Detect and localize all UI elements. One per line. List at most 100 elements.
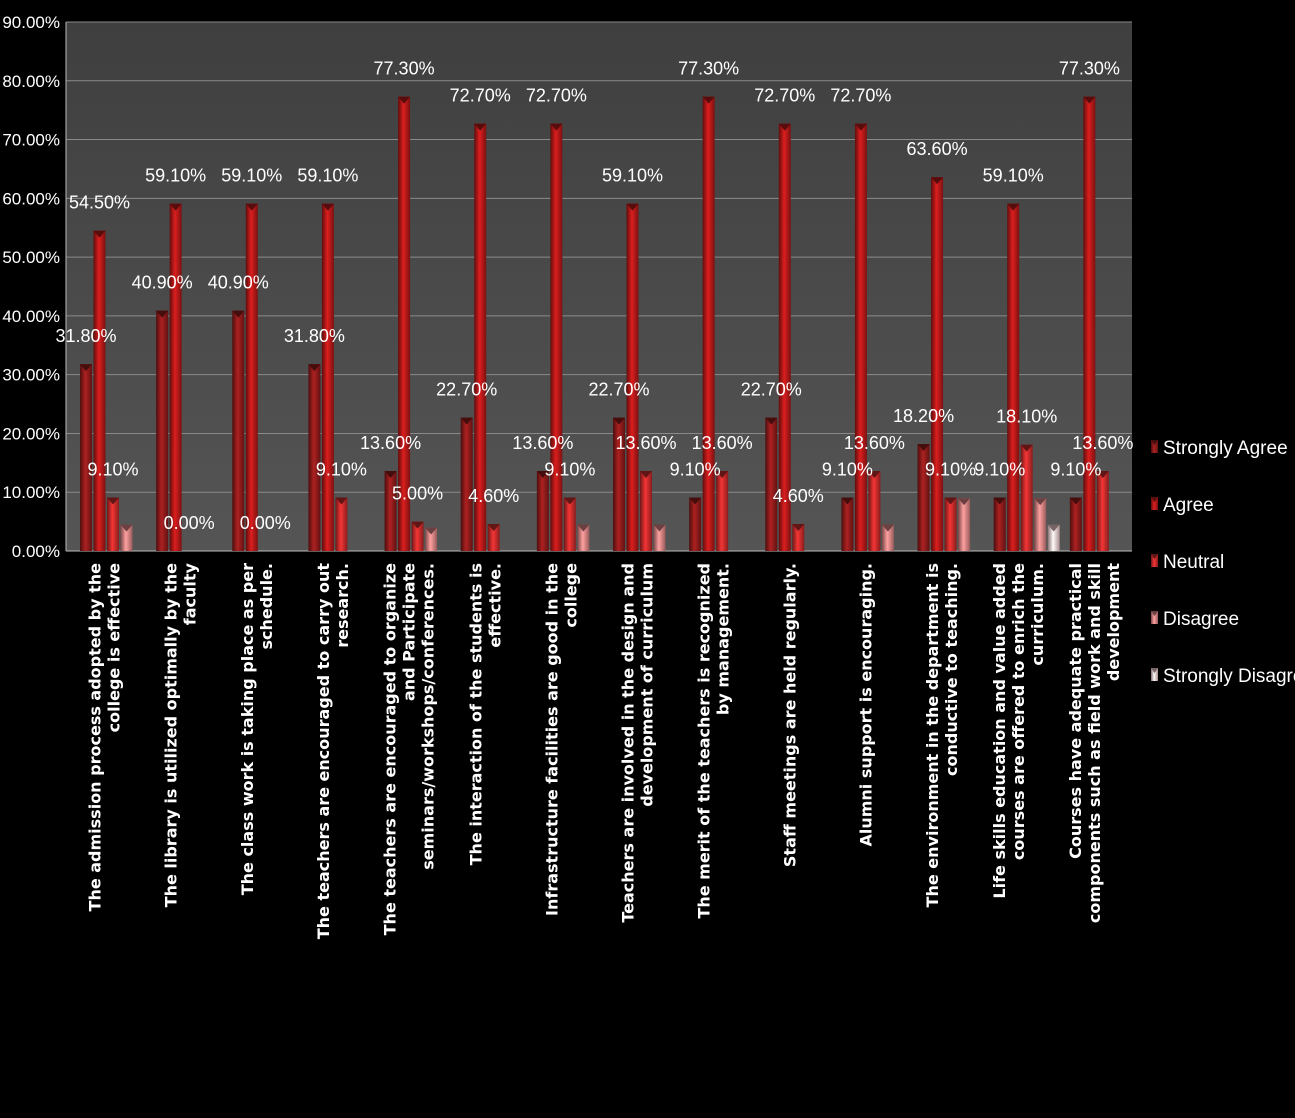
bar-body — [245, 203, 258, 551]
bar — [653, 524, 666, 551]
bar — [944, 497, 957, 551]
bar-cap — [1034, 498, 1047, 506]
data-label: 31.80% — [284, 326, 345, 346]
bar-body — [474, 123, 487, 552]
bar — [563, 497, 576, 551]
bar — [841, 497, 854, 551]
bar-body — [80, 364, 92, 551]
category-label-line: components such as field work and skill — [1085, 563, 1104, 923]
data-label: 13.60% — [692, 433, 753, 453]
category-label: The class work is taking place as persch… — [238, 563, 276, 895]
x-axis: The admission process adopted by thecoll… — [86, 562, 1123, 939]
legend-swatch — [1151, 554, 1158, 567]
bar — [411, 521, 424, 551]
bar-body — [169, 203, 182, 551]
data-label: 18.20% — [893, 406, 954, 426]
bar-cap — [156, 310, 169, 318]
bar — [854, 123, 867, 552]
bar-body — [563, 497, 576, 551]
bar-body — [487, 523, 500, 551]
bar-body — [653, 524, 666, 551]
data-label: 9.10% — [544, 460, 595, 480]
bar — [792, 523, 805, 551]
category-label-line: by management. — [714, 563, 733, 715]
bar — [917, 444, 930, 551]
bar-cap — [993, 497, 1006, 505]
data-label: 13.60% — [844, 433, 905, 453]
data-label: 9.10% — [925, 460, 976, 480]
data-label: 77.30% — [1059, 59, 1120, 79]
bar-body — [1034, 498, 1047, 551]
bar-body — [1096, 471, 1109, 551]
bar-cap — [398, 96, 411, 104]
bar — [1083, 96, 1096, 552]
bar-cap — [1047, 524, 1060, 532]
data-label: 13.60% — [360, 433, 421, 453]
bar — [384, 471, 397, 551]
bar-cap — [107, 497, 119, 505]
bar — [93, 230, 106, 551]
legend-swatch — [1151, 440, 1158, 453]
category-label-line: seminars/workshops/conferences. — [419, 563, 438, 870]
bar-cap — [120, 524, 133, 532]
category-label: The teachers are encouraged to carry out… — [314, 563, 352, 940]
bar-cap — [411, 521, 424, 529]
bar — [1020, 444, 1033, 551]
legend-label: Neutral — [1163, 552, 1224, 573]
bar-body — [308, 364, 321, 551]
data-label: 59.10% — [983, 166, 1044, 186]
category-label-line: The teachers are encouraged to carry out — [314, 563, 333, 940]
bar — [487, 523, 500, 551]
data-label: 13.60% — [1072, 433, 1133, 453]
category-label-line: faculty — [181, 562, 200, 625]
bar-body — [944, 497, 957, 551]
category-label-line: research. — [333, 563, 352, 648]
data-label: 72.70% — [526, 86, 587, 106]
category-label-line: schedule. — [257, 563, 276, 650]
legend-item: Disagree — [1151, 609, 1239, 630]
category-label-line: Staff meetings are held regularly. — [780, 563, 799, 867]
bar — [993, 497, 1006, 551]
legend-item: Neutral — [1151, 552, 1224, 573]
bar — [868, 471, 881, 551]
category-label: The environment in the department iscond… — [923, 563, 961, 907]
data-labels: 31.80% 54.50% 9.10% 40.90% 59.10% 0.00% 40.90%… — [55, 59, 1133, 533]
bar-cap — [881, 524, 894, 532]
bar — [169, 203, 182, 551]
bar-cap — [536, 471, 549, 479]
bar — [577, 524, 590, 551]
bar-body — [321, 203, 334, 551]
data-label: 72.70% — [450, 86, 511, 106]
bar-cap — [169, 203, 182, 211]
bar-body — [917, 444, 930, 551]
legend-swatch-cap — [1151, 497, 1158, 502]
y-tick-label: 80.00% — [2, 72, 60, 91]
data-label: 9.10% — [822, 460, 873, 480]
bar-cap — [931, 177, 944, 185]
bar-cap — [80, 364, 92, 372]
legend-item: Strongly Disagree — [1151, 666, 1295, 687]
data-label: 9.10% — [974, 460, 1025, 480]
bar — [120, 524, 133, 551]
legend-swatch — [1151, 668, 1158, 681]
bar — [107, 497, 119, 551]
bar-cap — [841, 497, 854, 505]
legend-swatch-cap — [1151, 611, 1158, 616]
data-label: 72.70% — [830, 86, 891, 106]
category-label-line: Teachers are involved in the design and — [619, 563, 638, 923]
bar — [958, 498, 971, 551]
bar — [1007, 203, 1020, 551]
category-label: Staff meetings are held regularly. — [780, 563, 799, 867]
category-label-line: college is effective — [105, 563, 124, 732]
y-tick-label: 30.00% — [2, 366, 60, 385]
data-label: 40.90% — [208, 273, 269, 293]
bar-cap — [1083, 96, 1096, 104]
bar-body — [398, 96, 411, 552]
bar-body — [1047, 524, 1060, 551]
bars — [80, 96, 1109, 552]
bar-cap — [854, 123, 867, 131]
category-label: The admission process adopted by thecoll… — [86, 563, 124, 912]
data-label: 22.70% — [588, 380, 649, 400]
category-label-line: effective. — [485, 563, 504, 648]
data-label: 40.90% — [132, 273, 193, 293]
